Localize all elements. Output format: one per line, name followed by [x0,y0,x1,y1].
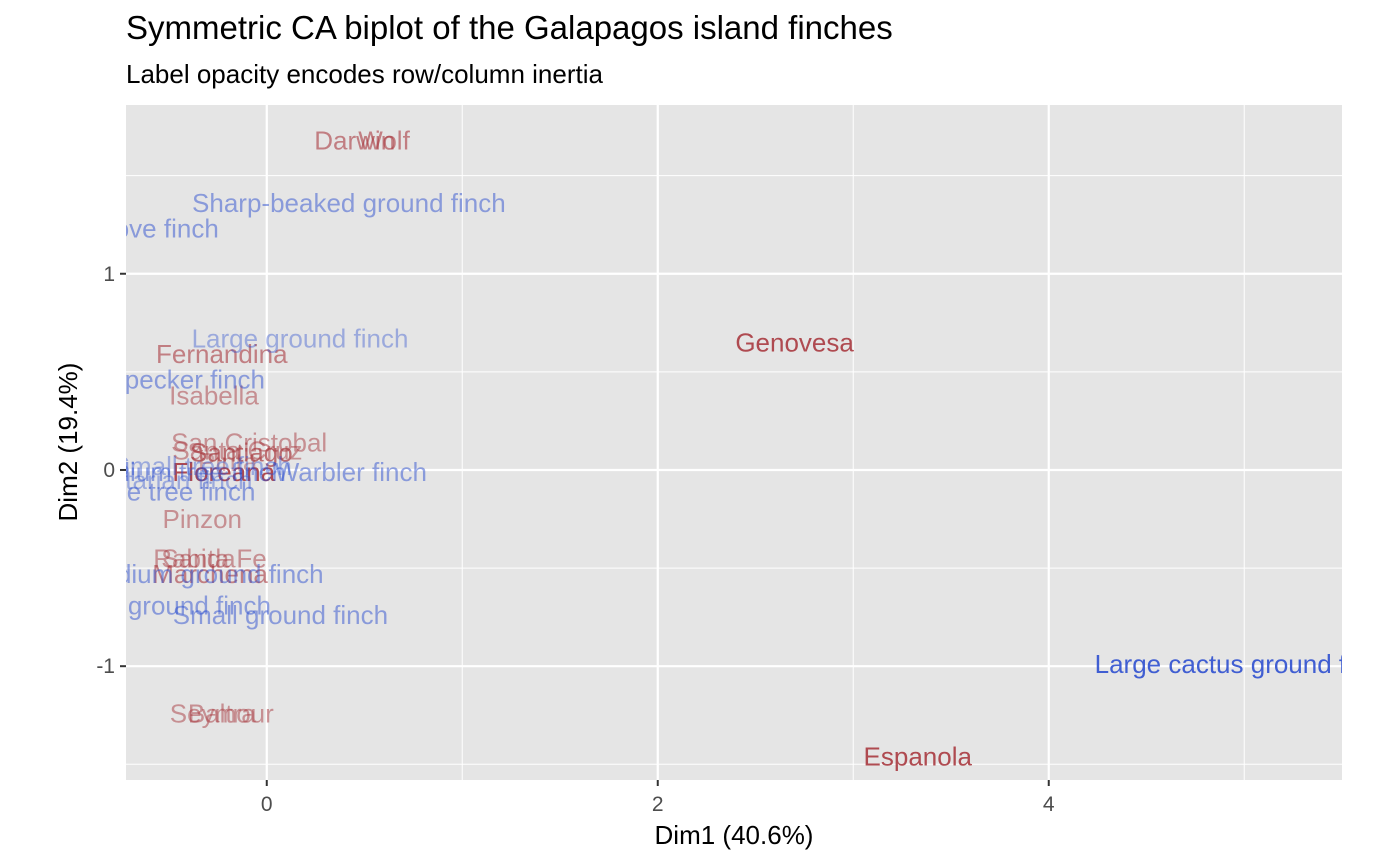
chart-title: Symmetric CA biplot of the Galapagos isl… [126,9,893,46]
major-gridlines [126,105,1342,780]
column-point-label: Cactus ground finch [40,590,271,620]
column-point-label: Vegetarian finch [66,465,252,495]
column-point-label: Large ground finch [192,324,409,354]
column-point-label: Sharp-beaked ground finch [192,188,506,218]
y-tick-label: 0 [103,459,115,482]
y-tick-label: 1 [103,263,115,286]
y-axis-ticks: -1 0 1 [96,263,126,678]
row-point-label: Baltra [188,698,256,728]
row-point-label: Pinzon [162,504,242,534]
column-point-label: Small tree finch [113,451,292,481]
row-point-label: Isabella [169,380,259,410]
column-point-label: Mangrove finch [41,214,219,244]
column-point-label: Medium ground finch [81,559,324,589]
x-axis-ticks: 0 2 4 [261,780,1055,816]
row-point-label: Santa Fe [161,543,267,573]
row-point-label: Santiago [190,437,293,467]
column-point-label: Large tree finch [75,477,256,507]
column-point-label: Warbler finch [275,457,427,487]
column-point-label: Large cactus ground finch [1095,649,1394,679]
y-axis-title: Dim2 (19.4%) [53,363,83,522]
column-point-label: Small ground finch [173,600,388,630]
x-axis-title: Dim1 (40.6%) [655,820,814,850]
row-point-label: Rabida [153,543,236,573]
x-tick-label: 0 [261,793,273,816]
row-point-label: Espanola [864,741,973,771]
row-point-label: Marchena [152,559,268,589]
y-tick-label: -1 [96,655,115,678]
row-point-label: Fernandina [156,339,288,369]
x-tick-label: 2 [652,793,664,816]
plot-panel [126,105,1342,780]
row-point-label: San Cristobal [171,428,327,458]
row-point-label: Pinta [198,447,258,477]
x-tick-label: 4 [1043,793,1055,816]
chart-subtitle: Label opacity encodes row/column inertia [126,59,603,89]
row-point-label: Darwin [314,125,395,155]
column-point-label: Woodpecker finch [57,365,265,395]
row-point-label: Floreana [172,457,275,487]
row-point-label: Genovesa [735,327,854,357]
row-point-label: Seymour [170,698,274,728]
column-point-label: Medium tree finch [79,457,286,487]
row-point-label: Santa Cruz [172,435,302,465]
minor-gridlines [126,105,1342,780]
row-point-label: Wolf [358,125,410,155]
